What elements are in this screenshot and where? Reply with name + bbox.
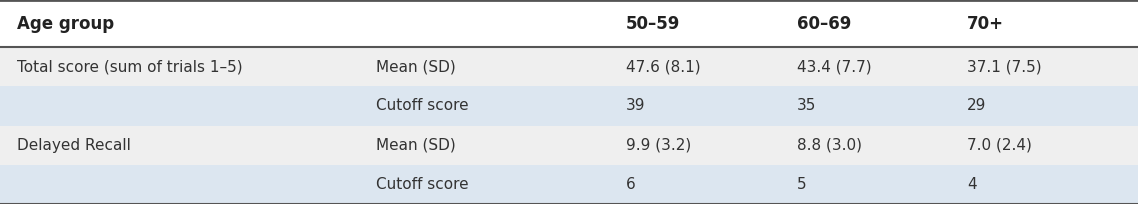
Text: 43.4 (7.7): 43.4 (7.7) <box>797 59 872 74</box>
Bar <box>0 47 1138 86</box>
Text: Age group: Age group <box>17 14 114 33</box>
Text: Cutoff score: Cutoff score <box>376 98 468 113</box>
Text: Mean (SD): Mean (SD) <box>376 59 455 74</box>
Text: 60–69: 60–69 <box>797 14 851 33</box>
Text: 5: 5 <box>797 177 806 192</box>
Text: 70+: 70+ <box>967 14 1005 33</box>
Bar <box>0 0 1138 47</box>
Text: 8.8 (3.0): 8.8 (3.0) <box>797 138 861 153</box>
Text: 9.9 (3.2): 9.9 (3.2) <box>626 138 691 153</box>
Text: 50–59: 50–59 <box>626 14 681 33</box>
Text: 35: 35 <box>797 98 816 113</box>
Text: 39: 39 <box>626 98 645 113</box>
Text: 4: 4 <box>967 177 976 192</box>
Bar <box>0 86 1138 125</box>
Text: Mean (SD): Mean (SD) <box>376 138 455 153</box>
Text: 7.0 (2.4): 7.0 (2.4) <box>967 138 1032 153</box>
Text: 47.6 (8.1): 47.6 (8.1) <box>626 59 701 74</box>
Bar <box>0 165 1138 204</box>
Text: 37.1 (7.5): 37.1 (7.5) <box>967 59 1042 74</box>
Text: 6: 6 <box>626 177 636 192</box>
Text: Delayed Recall: Delayed Recall <box>17 138 131 153</box>
Text: 29: 29 <box>967 98 987 113</box>
Text: Cutoff score: Cutoff score <box>376 177 468 192</box>
Text: Total score (sum of trials 1–5): Total score (sum of trials 1–5) <box>17 59 242 74</box>
Bar <box>0 125 1138 165</box>
